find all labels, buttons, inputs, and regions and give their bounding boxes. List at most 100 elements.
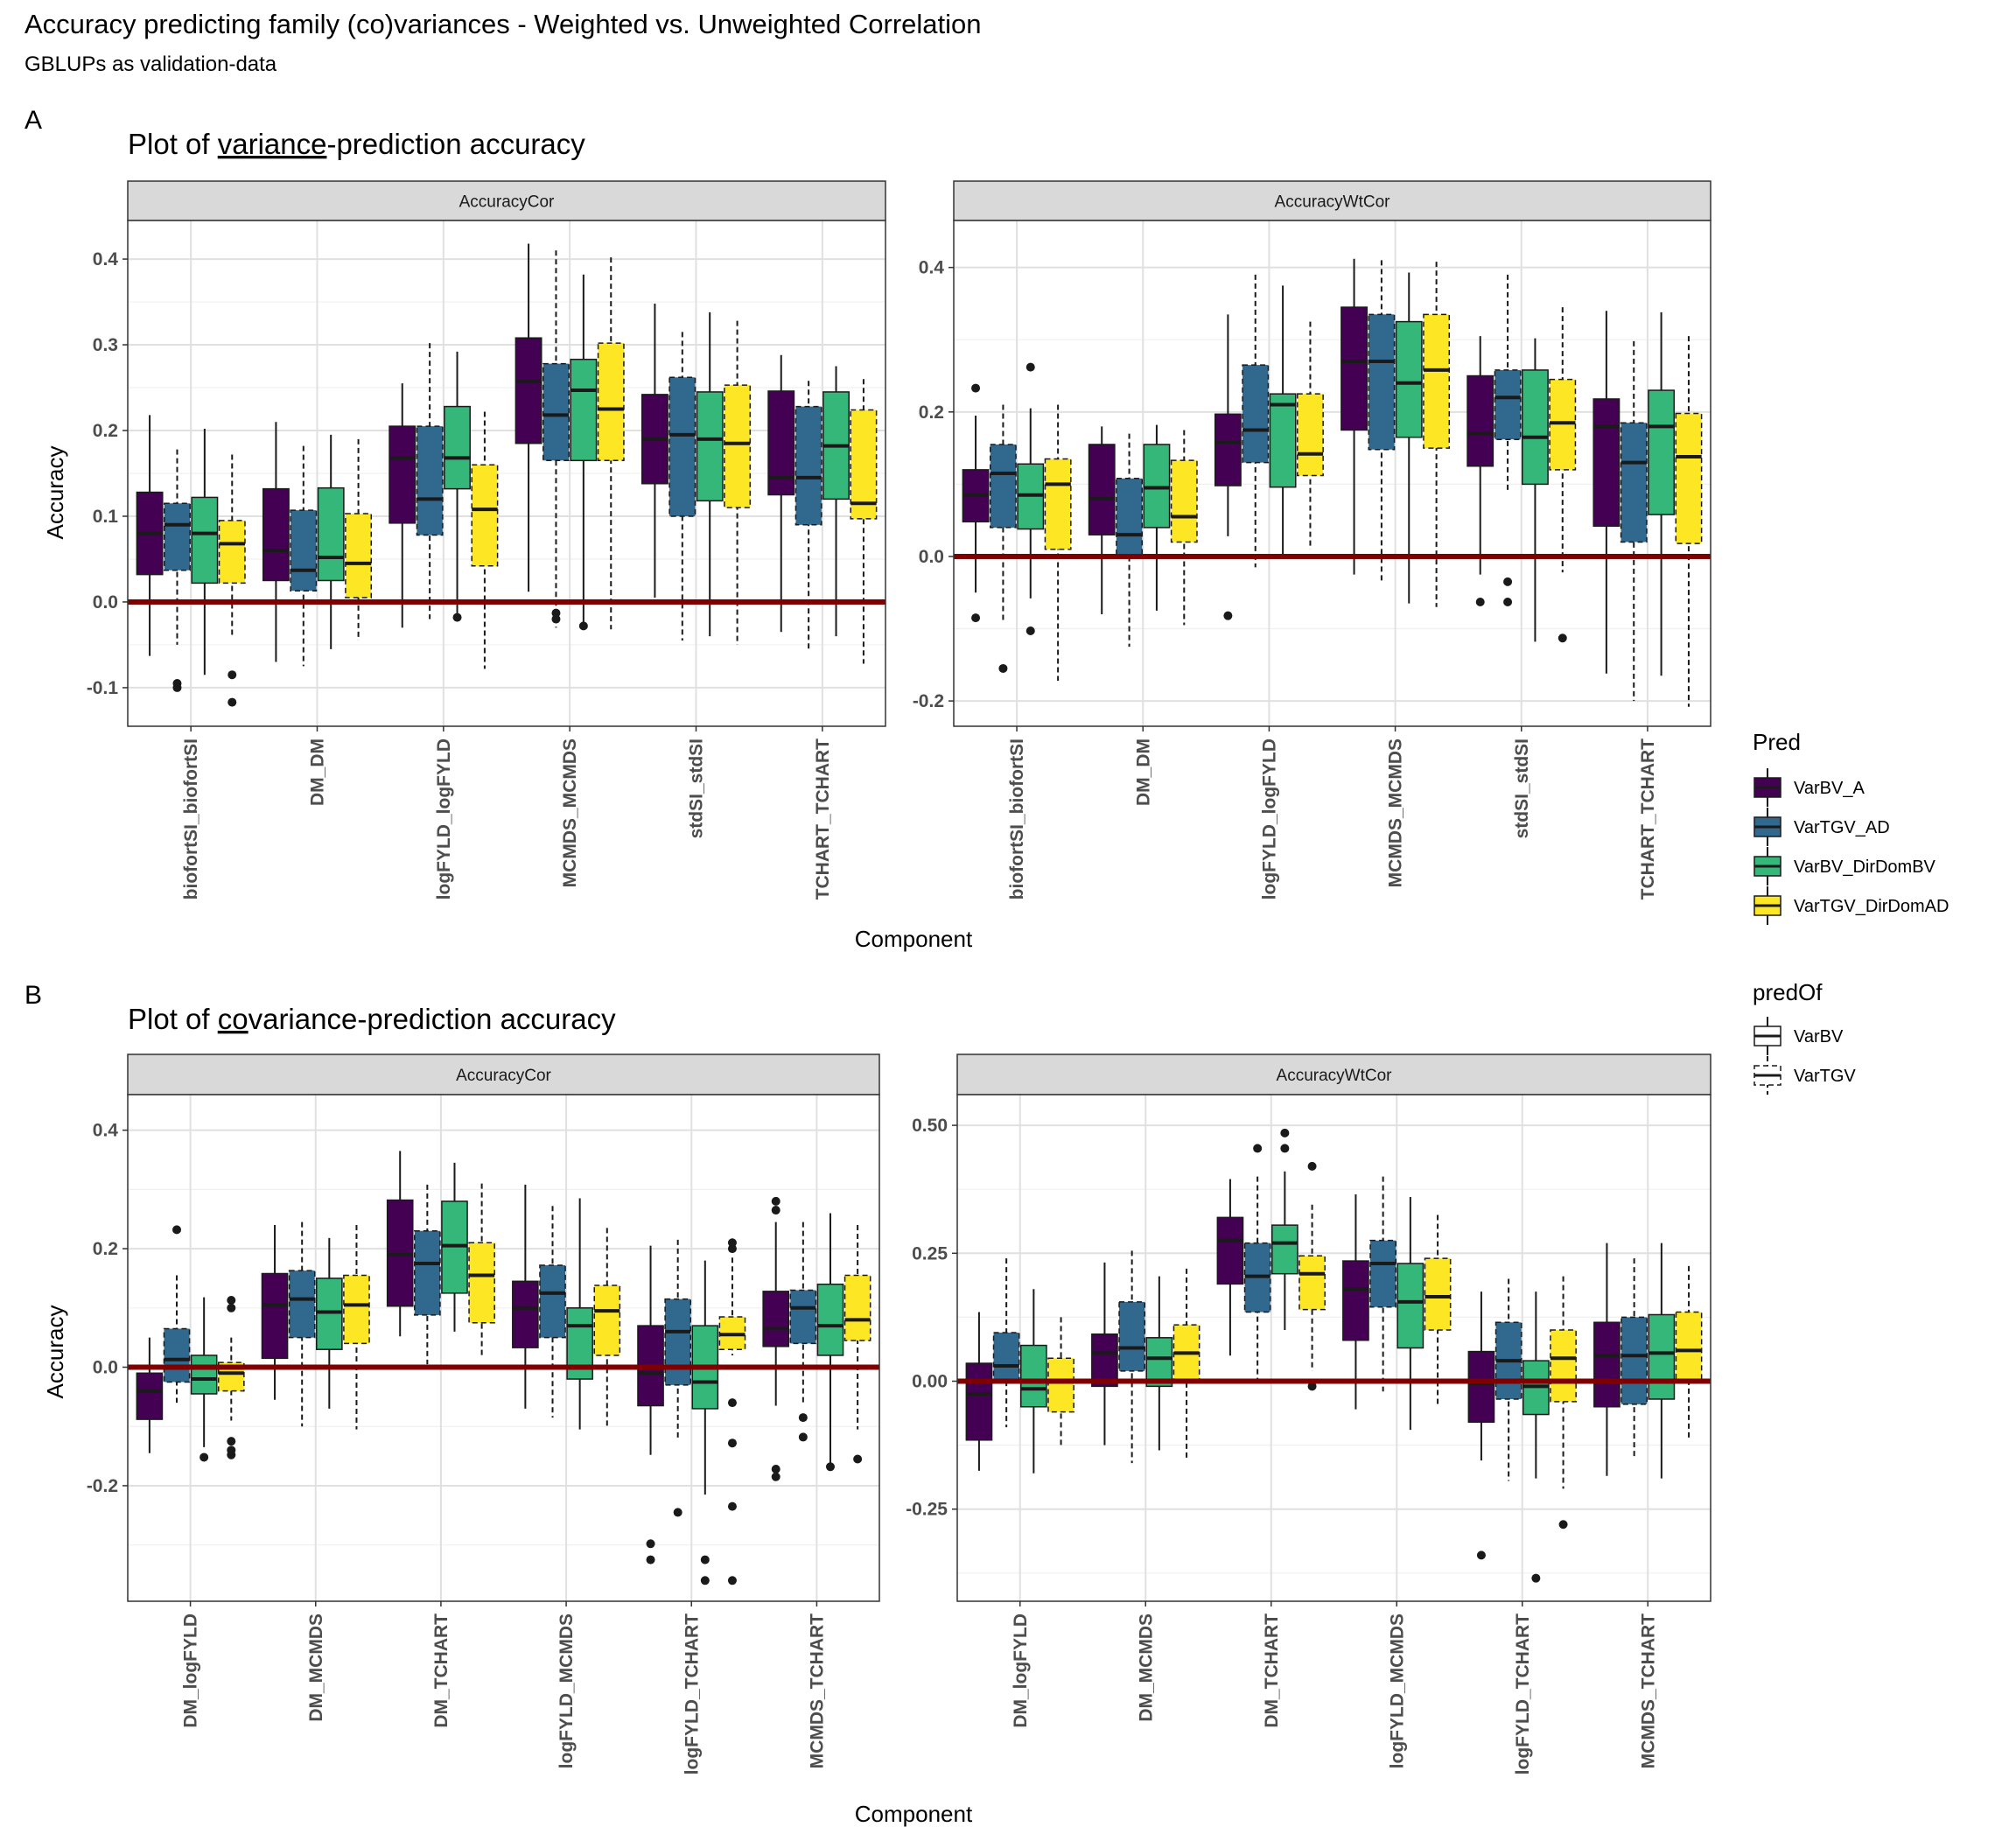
box (767, 354, 795, 633)
panel-a-xlabel: Component (855, 926, 973, 952)
box (414, 1184, 441, 1365)
box-body (789, 1289, 817, 1345)
box-body (1549, 378, 1577, 471)
box (288, 1222, 316, 1427)
x-tick-label: TCHART_TCHART (1638, 738, 1658, 900)
box (468, 1183, 495, 1355)
box (164, 449, 191, 692)
box (1118, 1250, 1145, 1464)
box (593, 1228, 621, 1427)
legend-line-label: VarTGV (1794, 1067, 1856, 1086)
outlier-point (1280, 1128, 1290, 1138)
x-tick-label: MCMDS_TCHART (1638, 1614, 1658, 1768)
box (1522, 1292, 1550, 1583)
plot-border (956, 1094, 1712, 1602)
box-body (444, 405, 471, 490)
boxplot-marks (965, 1128, 1703, 1583)
box (1243, 1144, 1271, 1382)
box-body (218, 520, 246, 584)
y-tick-label: 0.4 (919, 258, 945, 278)
x-tick-label: DM_MCMDS (1136, 1614, 1156, 1722)
box (316, 1237, 343, 1409)
plot-border (127, 1094, 880, 1602)
y-tick-label: 0.0 (93, 1358, 118, 1378)
box-body (388, 425, 416, 524)
box-body (1648, 1313, 1676, 1400)
box (345, 438, 373, 641)
outlier-point (227, 1450, 236, 1460)
y-tick-label: 0.25 (912, 1243, 948, 1264)
box (1494, 274, 1522, 606)
plot-border (127, 220, 886, 727)
box (1593, 1242, 1620, 1476)
outlier-point (700, 1576, 710, 1586)
outlier-point (853, 1454, 863, 1464)
box-body (1368, 313, 1396, 451)
facet-label: AccuracyWtCor (1277, 1067, 1393, 1085)
box (597, 257, 625, 630)
x-tick-label: MCMDS_TCHART (807, 1614, 827, 1768)
panel-a-accuracycor: AccuracyCor -0.1 0.0 0.1 0.2 0.3 0.4 biofortSI_… (87, 180, 886, 900)
box (218, 454, 246, 707)
x-tick-label: DM_MCMDS (306, 1614, 326, 1722)
box (1675, 336, 1703, 707)
legend-fill-title: Pred (1753, 729, 1801, 755)
box (696, 312, 724, 637)
legend-fill-items: VarBV_A VarTGV_AD VarBV_DirDomBV VarTGV_Dir… (1754, 768, 1949, 925)
box (1466, 336, 1494, 606)
box (1549, 307, 1577, 643)
x-tick-label: DM_TCHART (431, 1614, 452, 1728)
outlier-point (825, 1462, 835, 1472)
box (962, 383, 990, 623)
box (989, 404, 1017, 673)
y-tick-label: -0.25 (906, 1500, 948, 1520)
box (640, 304, 668, 598)
box-body (1467, 1350, 1495, 1424)
facet-strip (127, 1054, 880, 1096)
box-body (345, 513, 373, 598)
outlier-point (1280, 1144, 1290, 1153)
box (992, 1258, 1020, 1428)
y-tick-label: 0.2 (919, 402, 944, 423)
outlier-point (1253, 1144, 1263, 1153)
box (191, 429, 219, 676)
box-body (844, 1274, 872, 1341)
box (386, 1151, 414, 1337)
box-body (316, 1278, 343, 1350)
x-tick-label: MCMDS_MCMDS (560, 738, 580, 887)
box (343, 1224, 370, 1430)
panel-b-accuracycor: AccuracyCor -0.2 0.0 0.2 0.4 DM_logFYLD DM_MCM… (87, 1054, 880, 1774)
box (1423, 262, 1451, 607)
box (718, 1238, 746, 1586)
outlier-point (1503, 577, 1513, 586)
y-tick-label: 0.4 (93, 249, 119, 270)
outlier-point (228, 697, 237, 707)
outlier-point (551, 614, 561, 624)
outlier-point (1026, 362, 1035, 372)
plot-area (954, 220, 1711, 726)
y-tick-label: 0.4 (93, 1121, 119, 1141)
outlier-point (578, 621, 588, 631)
box-body (1395, 320, 1423, 438)
plot-border (953, 220, 1712, 727)
outlier-point (673, 1508, 682, 1517)
box (388, 383, 416, 628)
box-body (1466, 374, 1494, 467)
box-body (1242, 364, 1270, 464)
box (1467, 1292, 1495, 1560)
legend-line-item: VarTGV (1754, 1056, 1856, 1095)
box-body (1118, 1301, 1145, 1372)
box-body (664, 1298, 692, 1386)
x-tick-label: DM_logFYLD (181, 1614, 201, 1728)
box-body (597, 342, 625, 462)
box (844, 1224, 872, 1464)
box-body (1522, 369, 1549, 486)
panel-b-xlabel: Component (855, 1801, 973, 1827)
box (965, 1312, 993, 1471)
box (416, 343, 444, 620)
outlier-point (452, 612, 462, 622)
facet-strip (127, 180, 886, 221)
box (1088, 426, 1116, 615)
section-b-tag: B (24, 981, 42, 1010)
